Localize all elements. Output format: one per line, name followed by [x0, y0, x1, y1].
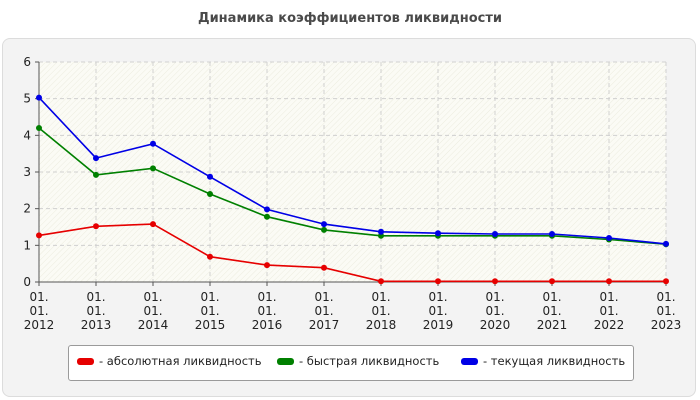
series-3-point — [549, 230, 555, 237]
series-3-point — [492, 230, 498, 237]
legend-item-1: - абсолютная ликвидность — [77, 354, 262, 368]
legend-swatch — [277, 357, 294, 365]
legend-label: - абсолютная ликвидность — [99, 354, 262, 368]
x-tick-label: 01. 01. 2016 — [252, 290, 283, 332]
x-tick-label: 01. 01. 2015 — [195, 290, 226, 332]
series-1-point — [492, 278, 498, 285]
legend-swatch — [461, 357, 478, 365]
x-tick-label: 01. 01. 2014 — [138, 290, 169, 332]
x-tick-label: 01. 01. 2022 — [594, 290, 625, 332]
series-1-point — [150, 221, 156, 228]
series-3-point — [150, 140, 156, 147]
x-tick-label: 01. 01. 2018 — [366, 290, 397, 332]
series-3-point — [321, 221, 327, 228]
series-line-3 — [38, 97, 667, 245]
series-1-point — [321, 264, 327, 271]
legend: - абсолютная ликвидность - быстрая ликвид… — [68, 345, 634, 381]
series-3-point — [207, 173, 213, 180]
series-line-1 — [38, 223, 666, 283]
series-3-point — [264, 206, 270, 213]
series-2-point — [264, 213, 270, 220]
legend-label: - быстрая ликвидность — [299, 354, 440, 368]
y-tick-label: 2 — [23, 202, 31, 216]
y-tick-label: 0 — [23, 275, 31, 289]
series-3-point — [663, 240, 669, 247]
series-1-point — [93, 223, 99, 230]
series-1-point — [606, 278, 612, 285]
series-1-point — [435, 278, 441, 285]
series-3-point — [435, 230, 441, 237]
chart-title: Динамика коэффициентов ликвидности — [198, 11, 502, 26]
y-tick-label: 6 — [23, 55, 31, 69]
series-2-point — [207, 191, 213, 197]
x-tick-label: 01. 01. 2020 — [480, 290, 511, 332]
x-tick-label: 01. 01. 2017 — [309, 290, 340, 332]
legend-label: - текущая ликвидность — [483, 354, 626, 368]
x-tick-label: 01. 01. 2012 — [24, 290, 55, 332]
legend-swatch — [77, 357, 94, 365]
series-1-point — [663, 278, 669, 285]
y-tick-label: 4 — [23, 128, 31, 142]
plot-area — [39, 62, 666, 282]
series-2-point — [150, 165, 156, 172]
series-2-point — [321, 226, 327, 233]
series-2-point — [93, 171, 99, 178]
series-1-point — [207, 253, 213, 260]
x-tick-label: 01. 01. 2013 — [81, 290, 112, 332]
legend-item-2: - быстрая ликвидность — [277, 354, 439, 368]
series-1-point — [378, 278, 384, 285]
x-tick-label: 01. 01. 2023 — [651, 290, 682, 332]
legend-item-3: - текущая ликвидность — [461, 354, 625, 368]
series-line-2 — [38, 127, 667, 245]
series-2-point — [36, 125, 42, 131]
y-tick-label: 1 — [23, 238, 31, 252]
series-3-point — [36, 94, 42, 101]
y-tick-label: 5 — [23, 92, 31, 106]
series-1-point — [264, 262, 270, 269]
series-3-point — [93, 155, 99, 162]
series-1-point — [36, 232, 42, 239]
x-tick-label: 01. 01. 2019 — [423, 290, 454, 332]
x-tick-label: 01. 01. 2021 — [537, 290, 568, 332]
series-3-point — [378, 228, 384, 235]
series-1-point — [549, 278, 555, 285]
series-3-point — [606, 235, 612, 241]
y-tick-label: 3 — [23, 165, 31, 179]
